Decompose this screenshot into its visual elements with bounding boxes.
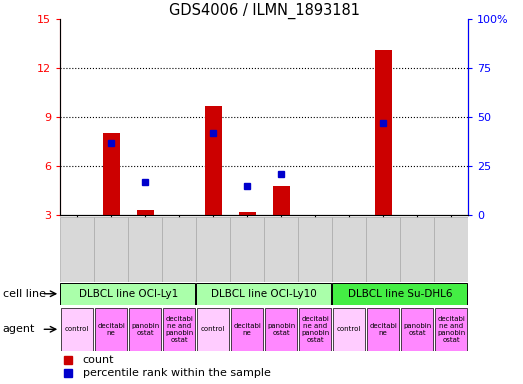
Text: decitabi
ne and
panobin
ostat: decitabi ne and panobin ostat <box>165 316 194 343</box>
Text: decitabi
ne: decitabi ne <box>369 323 397 336</box>
Bar <box>435 308 468 351</box>
Bar <box>265 308 298 351</box>
Bar <box>434 217 468 282</box>
Bar <box>196 283 331 305</box>
Bar <box>128 217 162 282</box>
Text: DLBCL line OCI-Ly1: DLBCL line OCI-Ly1 <box>78 289 178 299</box>
Bar <box>197 308 230 351</box>
Bar <box>196 217 230 282</box>
Bar <box>60 283 195 305</box>
Bar <box>95 308 128 351</box>
Text: cell line: cell line <box>3 289 46 299</box>
Text: decitabi
ne: decitabi ne <box>97 323 125 336</box>
Bar <box>162 217 196 282</box>
Bar <box>367 308 400 351</box>
Text: panobin
ostat: panobin ostat <box>403 323 431 336</box>
Text: decitabi
ne: decitabi ne <box>233 323 261 336</box>
Bar <box>94 217 128 282</box>
Bar <box>333 308 366 351</box>
Bar <box>264 217 298 282</box>
Text: decitabi
ne and
panobin
ostat: decitabi ne and panobin ostat <box>301 316 329 343</box>
Bar <box>332 283 467 305</box>
Text: panobin
ostat: panobin ostat <box>267 323 295 336</box>
Text: DLBCL line Su-DHL6: DLBCL line Su-DHL6 <box>348 289 452 299</box>
Bar <box>238 212 256 215</box>
Bar <box>332 217 366 282</box>
Bar <box>400 217 434 282</box>
Bar <box>230 217 264 282</box>
Text: control: control <box>65 326 89 332</box>
Text: control: control <box>201 326 225 332</box>
Bar <box>401 308 434 351</box>
Bar <box>137 210 154 215</box>
Bar <box>163 308 196 351</box>
Text: agent: agent <box>3 324 35 334</box>
Title: GDS4006 / ILMN_1893181: GDS4006 / ILMN_1893181 <box>168 3 360 19</box>
Bar <box>204 106 222 215</box>
Bar <box>366 217 400 282</box>
Text: DLBCL line OCI-Ly10: DLBCL line OCI-Ly10 <box>211 289 317 299</box>
Text: percentile rank within the sample: percentile rank within the sample <box>83 368 270 379</box>
Bar <box>272 186 290 215</box>
Text: decitabi
ne and
panobin
ostat: decitabi ne and panobin ostat <box>437 316 465 343</box>
Text: count: count <box>83 355 114 365</box>
Text: control: control <box>337 326 361 332</box>
Bar <box>298 217 332 282</box>
Text: panobin
ostat: panobin ostat <box>131 323 160 336</box>
Bar <box>231 308 264 351</box>
Bar <box>60 217 94 282</box>
Bar <box>103 134 120 215</box>
Bar <box>129 308 162 351</box>
Bar <box>61 308 94 351</box>
Bar <box>374 50 392 215</box>
Bar <box>299 308 332 351</box>
